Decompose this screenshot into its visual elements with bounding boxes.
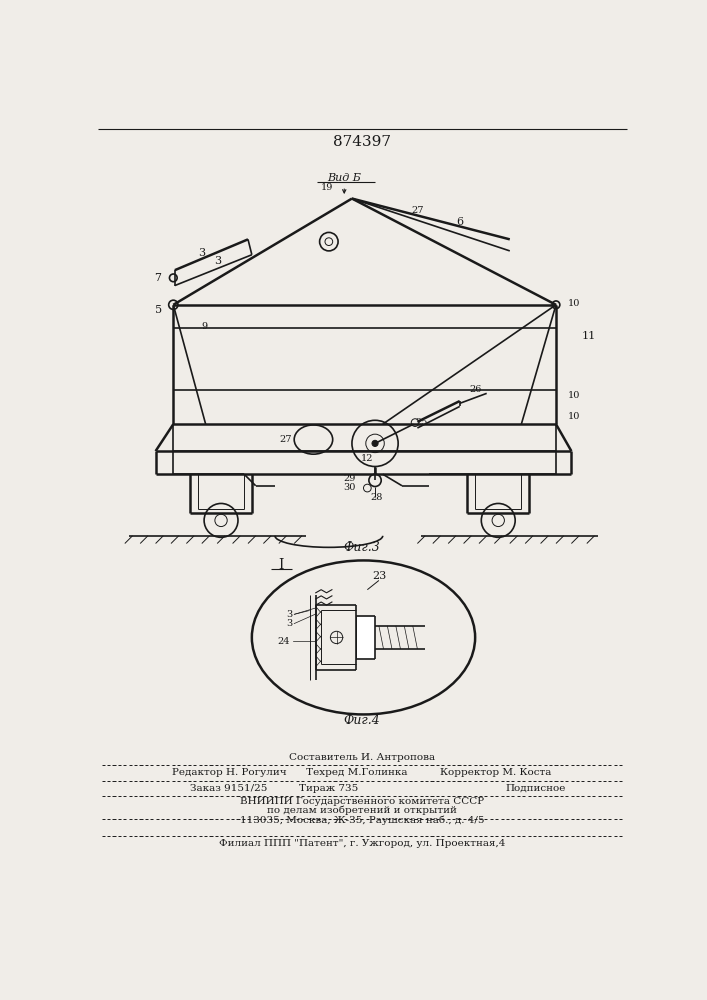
Text: Фиг.3: Фиг.3: [344, 541, 380, 554]
Text: Вид Б: Вид Б: [327, 173, 361, 183]
Text: Составитель И. Антропова: Составитель И. Антропова: [289, 753, 435, 762]
Text: 25: 25: [415, 418, 428, 427]
Text: 3: 3: [214, 256, 221, 266]
Text: 6: 6: [456, 217, 463, 227]
Text: 19: 19: [320, 183, 333, 192]
Text: 7: 7: [154, 273, 161, 283]
Text: 10: 10: [568, 299, 580, 308]
Text: 27: 27: [279, 435, 292, 444]
Text: 113035, Москва, Ж-35, Раушская наб., д. 4/5: 113035, Москва, Ж-35, Раушская наб., д. …: [240, 816, 484, 825]
Circle shape: [372, 440, 378, 446]
Text: I: I: [279, 558, 284, 572]
Text: 30: 30: [344, 483, 356, 492]
Text: 24: 24: [278, 637, 291, 646]
Text: 3: 3: [286, 619, 293, 628]
Text: 28: 28: [370, 493, 382, 502]
Text: 874397: 874397: [333, 135, 391, 149]
Text: по делам изобретений и открытий: по делам изобретений и открытий: [267, 806, 457, 815]
Bar: [356, 617, 375, 658]
Text: 5: 5: [155, 305, 162, 315]
Text: Фиг.4: Фиг.4: [344, 714, 380, 727]
Text: 26: 26: [469, 385, 481, 394]
Text: Тираж 735: Тираж 735: [299, 784, 358, 793]
Text: Филиал ППП "Патент", г. Ужгород, ул. Проектная,4: Филиал ППП "Патент", г. Ужгород, ул. Про…: [218, 839, 505, 848]
Text: 9: 9: [201, 322, 208, 331]
Text: 10: 10: [568, 412, 580, 421]
Text: 23: 23: [372, 571, 386, 581]
Text: Заказ 9151/25: Заказ 9151/25: [190, 784, 268, 793]
Text: 11: 11: [581, 331, 596, 341]
Text: 29: 29: [344, 474, 356, 483]
Text: 3: 3: [286, 610, 293, 619]
Text: 3: 3: [198, 248, 205, 258]
Text: ВНИИПИ Государственного комитета СССР: ВНИИПИ Государственного комитета СССР: [240, 797, 484, 806]
Text: 27: 27: [411, 206, 423, 215]
Text: Подписное: Подписное: [506, 784, 566, 793]
Text: Редактор Н. Рогулич      Техред М.Голинка          Корректор М. Коста: Редактор Н. Рогулич Техред М.Голинка Кор…: [173, 768, 551, 777]
Text: 10: 10: [568, 391, 580, 400]
Text: 12: 12: [361, 454, 373, 463]
